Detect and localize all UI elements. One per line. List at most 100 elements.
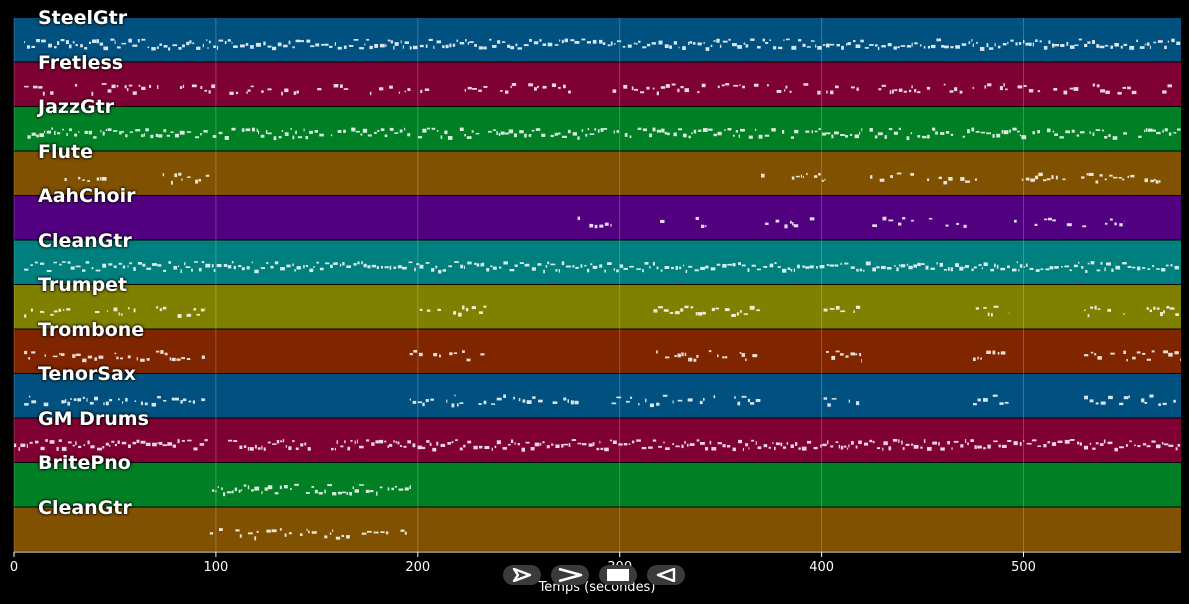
note xyxy=(510,439,514,443)
track-notes xyxy=(24,394,1176,408)
note xyxy=(889,90,892,95)
note xyxy=(1001,444,1007,448)
forward-button[interactable] xyxy=(551,565,589,585)
note xyxy=(243,445,247,448)
note xyxy=(150,134,154,139)
note xyxy=(40,446,45,451)
note xyxy=(813,446,818,450)
note xyxy=(160,350,164,354)
note xyxy=(660,86,666,89)
note xyxy=(394,132,399,134)
note xyxy=(1111,268,1114,272)
note xyxy=(337,130,342,133)
note xyxy=(132,441,137,445)
note xyxy=(402,266,407,270)
note xyxy=(233,45,238,48)
note xyxy=(172,44,178,47)
note xyxy=(228,439,233,442)
note xyxy=(681,444,684,449)
note xyxy=(524,263,530,267)
note xyxy=(394,486,397,488)
note xyxy=(185,266,191,268)
track-lane[interactable] xyxy=(14,418,1181,463)
note xyxy=(384,134,388,138)
note xyxy=(1017,85,1023,89)
note xyxy=(827,403,831,407)
track-lane[interactable] xyxy=(14,107,1181,151)
note xyxy=(994,263,996,268)
note xyxy=(847,447,849,450)
note xyxy=(864,442,869,446)
note xyxy=(567,129,571,134)
note xyxy=(99,42,104,46)
note xyxy=(467,42,470,45)
track-lane[interactable] xyxy=(14,463,1181,507)
note xyxy=(963,266,965,269)
note xyxy=(436,130,439,132)
track-lane[interactable] xyxy=(14,18,1181,62)
note xyxy=(855,44,861,48)
note xyxy=(213,269,216,272)
track-lane[interactable] xyxy=(14,329,1181,374)
note xyxy=(859,131,861,135)
note xyxy=(965,439,967,443)
track-lane[interactable] xyxy=(14,507,1181,552)
note xyxy=(739,352,742,354)
note xyxy=(917,91,921,94)
note xyxy=(1152,265,1155,268)
note xyxy=(711,447,717,451)
note xyxy=(1046,178,1051,181)
note xyxy=(951,447,953,450)
note xyxy=(756,268,761,271)
note xyxy=(174,173,178,178)
note xyxy=(739,84,741,86)
track-lane[interactable] xyxy=(14,151,1181,196)
note xyxy=(211,84,216,89)
note xyxy=(53,310,58,313)
note xyxy=(742,447,744,451)
note xyxy=(200,86,203,89)
track-lane[interactable] xyxy=(14,196,1181,240)
track-lane[interactable] xyxy=(14,374,1181,418)
note xyxy=(206,39,208,41)
note xyxy=(467,261,472,265)
play-button[interactable] xyxy=(503,565,541,585)
note xyxy=(295,130,297,135)
note xyxy=(126,88,129,92)
note xyxy=(141,38,146,41)
note xyxy=(1126,444,1128,447)
note xyxy=(834,264,839,267)
note xyxy=(134,400,137,402)
note xyxy=(834,131,839,135)
note xyxy=(903,90,907,93)
track-lane[interactable] xyxy=(14,62,1181,107)
note xyxy=(78,176,81,180)
note xyxy=(1030,178,1035,182)
track-label: Fretless xyxy=(38,51,124,74)
note xyxy=(1038,172,1043,177)
rewind-button[interactable] xyxy=(647,565,685,585)
note xyxy=(255,42,261,47)
note xyxy=(742,85,745,89)
note xyxy=(542,85,547,89)
note xyxy=(1126,359,1128,362)
note xyxy=(800,174,802,178)
note xyxy=(82,179,85,181)
note xyxy=(656,402,660,406)
note xyxy=(344,440,346,444)
note xyxy=(572,132,577,136)
note xyxy=(178,47,182,50)
stop-button[interactable] xyxy=(599,565,637,585)
track-lane[interactable] xyxy=(14,240,1181,285)
note xyxy=(503,394,506,398)
note xyxy=(391,487,394,491)
note xyxy=(900,264,906,268)
note xyxy=(274,492,279,495)
note xyxy=(586,41,591,44)
note xyxy=(558,86,561,89)
note xyxy=(1123,313,1125,315)
track-lane[interactable] xyxy=(14,285,1181,329)
note xyxy=(518,398,521,402)
note xyxy=(384,266,389,269)
